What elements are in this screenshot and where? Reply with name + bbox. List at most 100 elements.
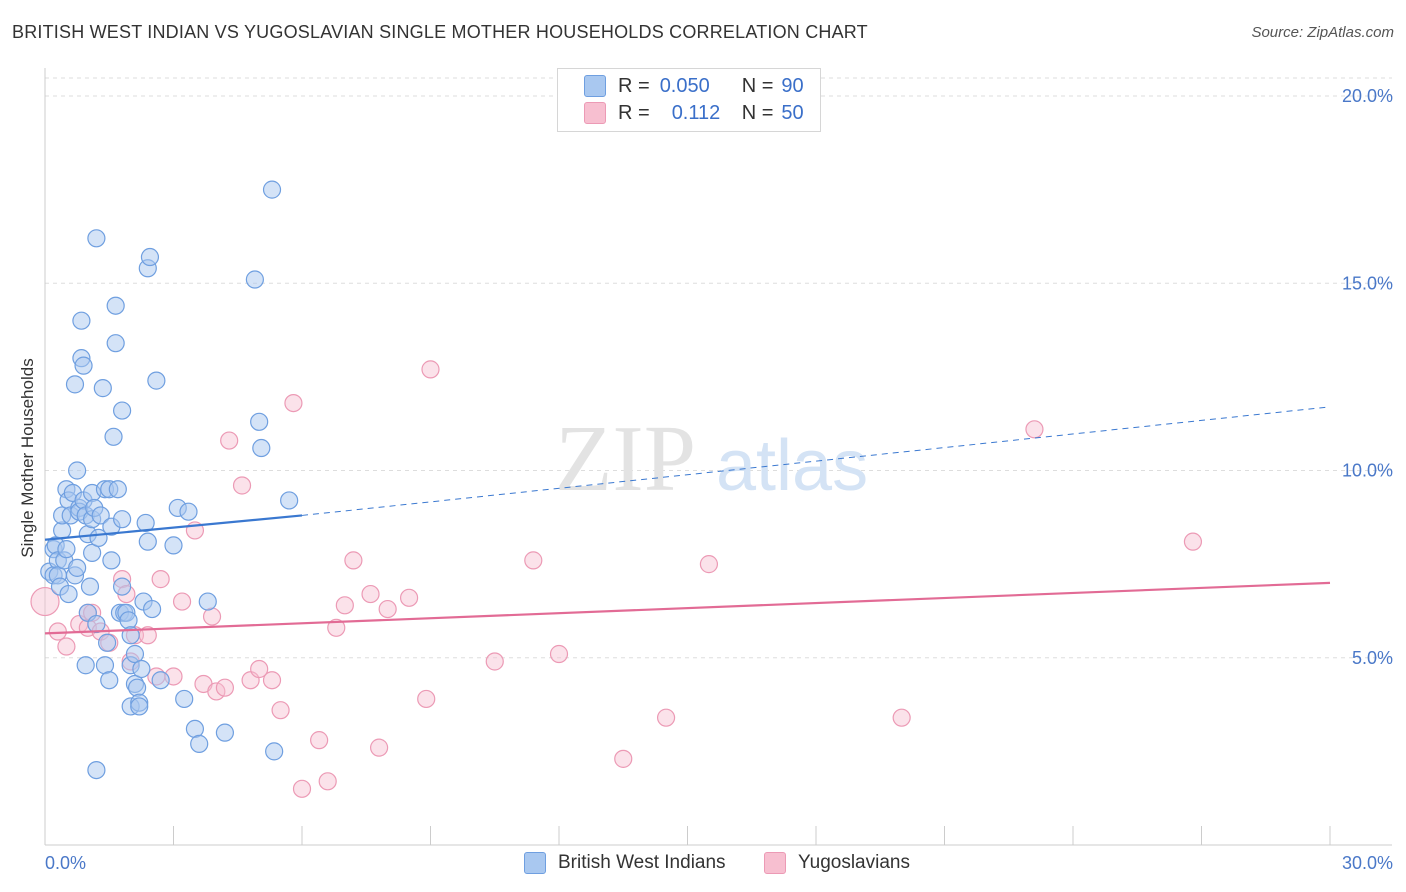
point-yugoslavians — [327, 618, 346, 637]
point-yugoslavians — [524, 551, 543, 570]
point-british-west-indians — [125, 644, 145, 664]
point-yugoslavians — [549, 644, 569, 664]
point-yugoslavians — [151, 570, 170, 589]
point-yugoslavians — [699, 555, 719, 574]
series-legend: British West Indians Yugoslavians — [0, 852, 1406, 876]
legend-swatch-blue — [584, 75, 606, 97]
point-british-west-indians — [80, 577, 100, 596]
y-tick-label: 10.0% — [1342, 461, 1393, 481]
point-british-west-indians — [142, 599, 162, 619]
axes — [44, 68, 1392, 846]
point-yugoslavians — [614, 749, 633, 768]
point-yugoslavians — [1025, 420, 1044, 439]
point-british-west-indians — [100, 671, 119, 690]
y-tick-label: 15.0% — [1342, 273, 1393, 293]
point-british-west-indians — [127, 678, 147, 697]
point-british-west-indians — [72, 311, 91, 330]
legend-r-label: R = — [618, 74, 650, 97]
point-british-west-indians — [164, 536, 183, 555]
legend-swatch-pink — [584, 102, 606, 124]
point-british-west-indians — [95, 656, 115, 675]
point-british-west-indians — [108, 480, 127, 499]
point-british-west-indians — [252, 438, 271, 458]
legend-item-british-west-indians: British West Indians — [524, 852, 726, 874]
point-yugoslavians — [284, 393, 303, 413]
point-british-west-indians — [136, 513, 155, 533]
point-yugoslavians — [378, 599, 397, 619]
point-yugoslavians — [335, 596, 354, 615]
chart-title: BRITISH WEST INDIAN VS YUGOSLAVIAN SINGL… — [12, 22, 868, 42]
source-label: Source: ZipAtlas.com — [1251, 24, 1394, 41]
legend-r-value: 0.112 — [671, 101, 721, 124]
tick-labels: 5.0% 10.0% 15.0% 20.0% 0.0% 30.0% — [45, 86, 1393, 873]
point-yugoslavians — [232, 476, 252, 495]
legend-label: Yugoslavians — [798, 852, 910, 873]
point-british-west-indians — [179, 502, 198, 521]
point-british-west-indians — [102, 551, 121, 570]
legend-swatch-blue — [524, 852, 546, 874]
legend-n-label: N = — [741, 101, 774, 124]
series-british-west-indians — [40, 180, 299, 780]
grid-lines — [45, 77, 1392, 659]
point-yugoslavians — [292, 779, 312, 798]
point-british-west-indians — [112, 577, 132, 596]
point-british-west-indians — [147, 371, 166, 390]
point-yugoslavians — [361, 584, 380, 604]
point-yugoslavians — [370, 738, 389, 757]
point-british-west-indians — [132, 659, 151, 679]
point-british-west-indians — [74, 356, 93, 375]
trend-lines — [44, 406, 1331, 635]
point-british-west-indians — [198, 592, 217, 611]
point-british-west-indians — [262, 180, 282, 199]
point-yugoslavians — [202, 607, 222, 626]
watermark: ZIP atlas — [555, 407, 868, 511]
point-yugoslavians — [1183, 532, 1203, 551]
point-british-west-indians — [119, 611, 138, 630]
point-british-west-indians — [112, 510, 132, 529]
point-british-west-indians — [68, 461, 87, 480]
point-yugoslavians — [318, 772, 337, 791]
watermark-atlas: atlas — [716, 426, 868, 506]
point-british-west-indians — [250, 412, 269, 431]
legend-swatch-pink — [764, 852, 786, 874]
point-british-west-indians — [185, 719, 205, 739]
point-british-west-indians — [130, 697, 149, 716]
x-tick-label: 30.0% — [1342, 853, 1393, 873]
point-british-west-indians — [280, 491, 299, 510]
trend-line-extension-british-west-indians — [301, 406, 1331, 516]
point-british-west-indians — [140, 247, 160, 267]
trend-line-british-west-indians — [44, 514, 303, 541]
trend-line-yugoslavians — [44, 581, 1331, 635]
point-yugoslavians — [172, 592, 192, 611]
watermark-zip: ZIP — [555, 407, 696, 511]
point-british-west-indians — [93, 379, 112, 398]
point-british-west-indians — [91, 506, 110, 525]
point-yugoslavians — [656, 708, 676, 727]
point-british-west-indians — [106, 296, 125, 315]
legend-n-value: 90 — [781, 74, 804, 97]
point-british-west-indians — [87, 229, 106, 248]
point-british-west-indians — [112, 401, 132, 420]
legend-n-value: 50 — [781, 101, 804, 124]
legend-r-label: R = — [618, 101, 650, 124]
point-british-west-indians — [87, 614, 106, 634]
legend-n-label: N = — [741, 74, 774, 97]
point-yugoslavians — [892, 708, 911, 727]
point-british-west-indians — [98, 633, 117, 652]
point-yugoslavians — [485, 652, 504, 671]
point-british-west-indians — [83, 543, 102, 562]
point-british-west-indians — [57, 540, 76, 559]
point-british-west-indians — [65, 375, 85, 394]
point-british-west-indians — [76, 656, 95, 675]
point-british-west-indians — [175, 689, 194, 709]
point-british-west-indians — [68, 558, 87, 577]
point-yugoslavians — [271, 701, 290, 720]
point-yugoslavians — [250, 659, 269, 679]
legend-row-pink: R = 0.112 N = 50 — [584, 101, 804, 125]
legend-row-blue: R = 0.050 N = 90 — [584, 74, 804, 98]
point-yugoslavians — [220, 431, 239, 450]
y-tick-label: 5.0% — [1352, 648, 1393, 668]
point-yugoslavians — [48, 622, 67, 641]
point-yugoslavians — [57, 637, 76, 656]
